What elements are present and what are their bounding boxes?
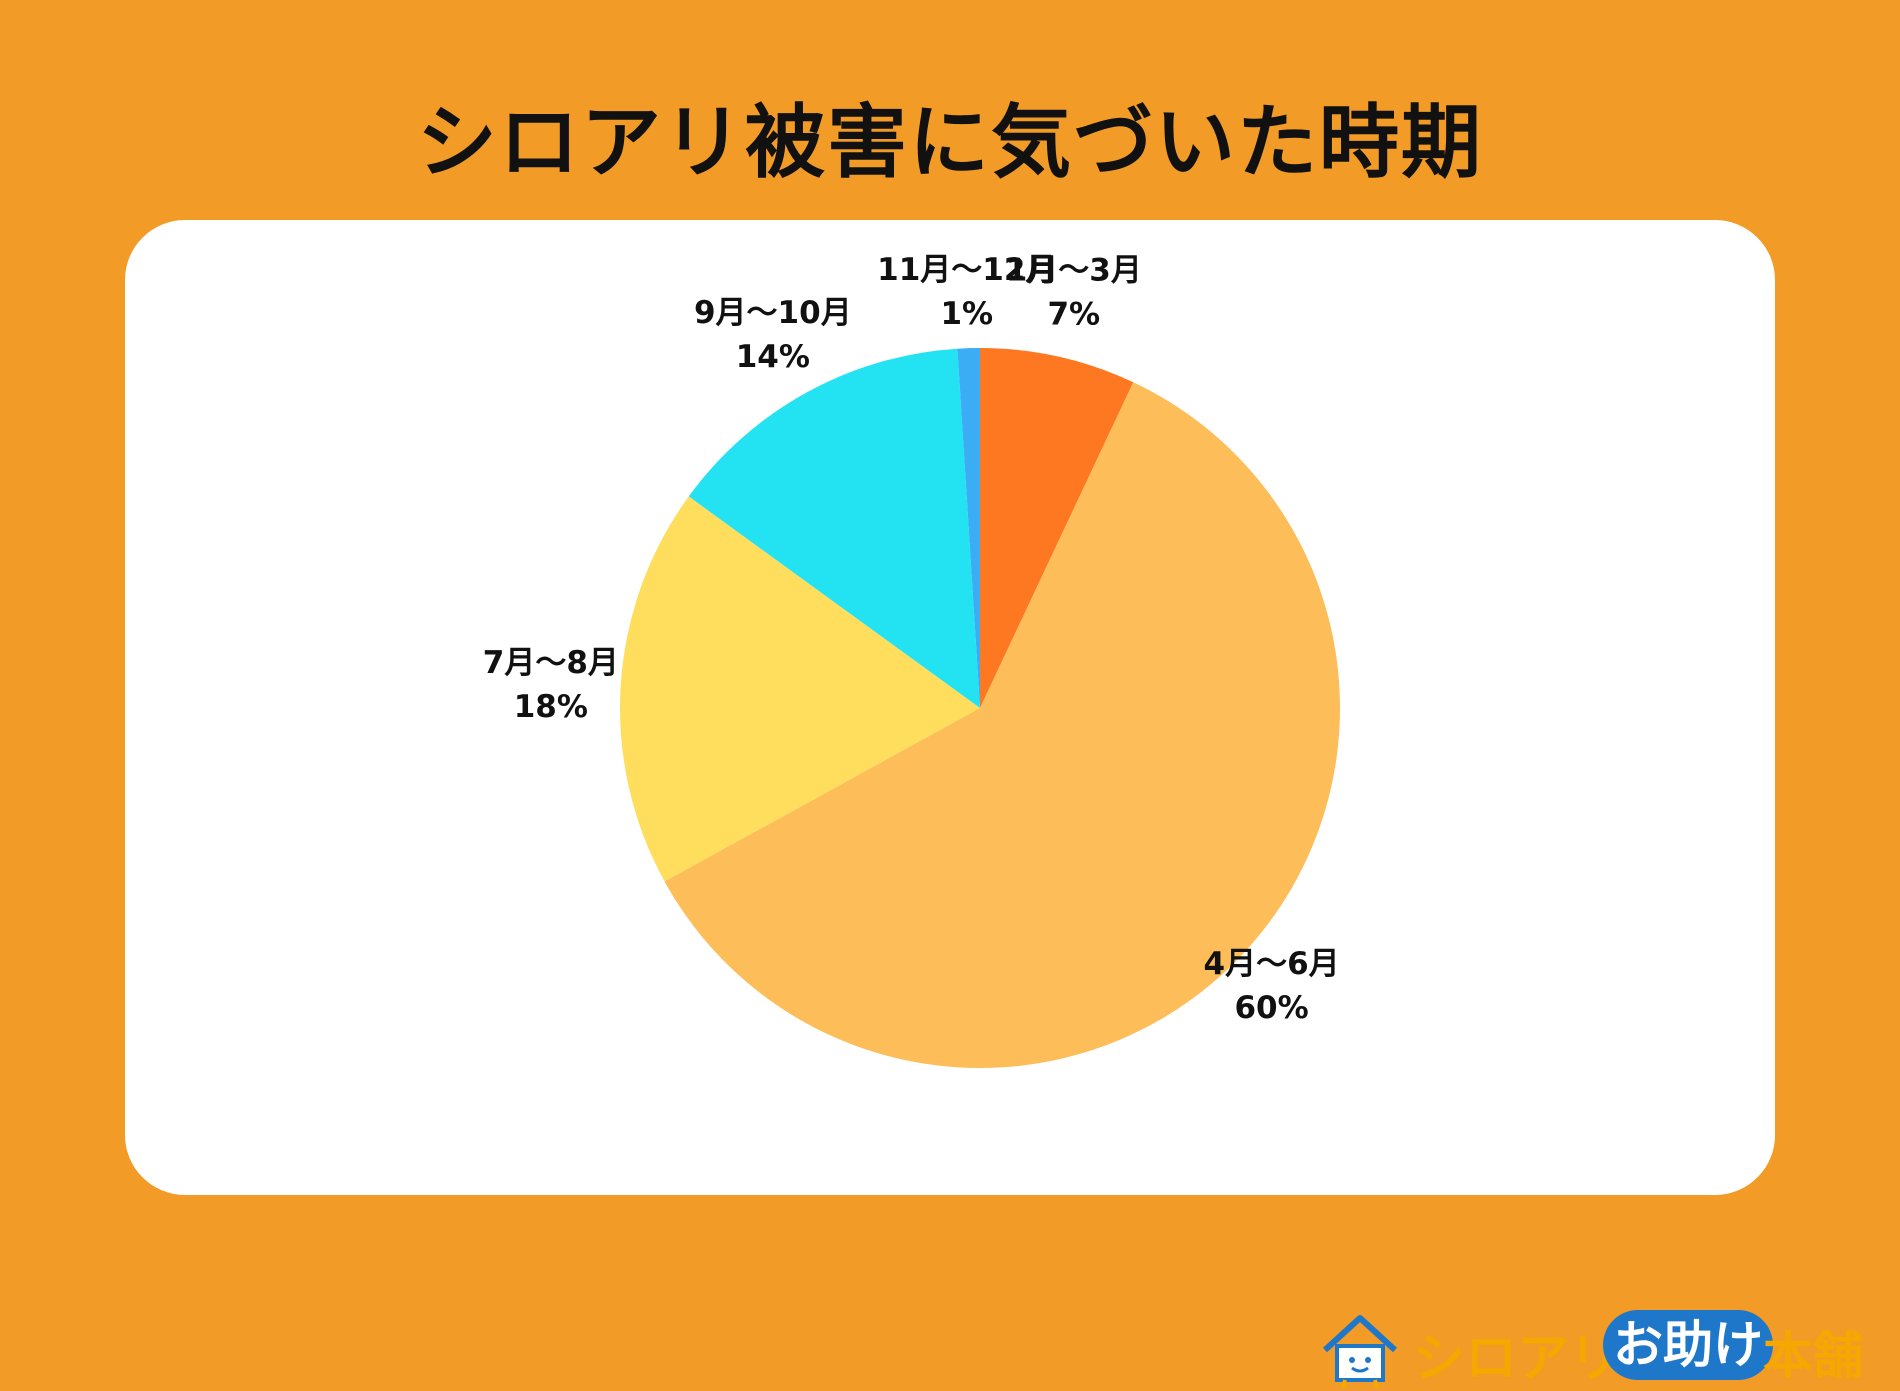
chart-card: 1月〜3月 7% 4月〜6月 60% 7月〜8月 18% 9月〜10月 14% 11月〜12月 1… xyxy=(125,220,1863,1389)
slice-value-label: 60% xyxy=(1234,990,1308,1026)
pie-slice xyxy=(620,496,980,882)
slice-label: 7月〜8月 xyxy=(483,645,619,681)
logo-brand-text: シロアリ xyxy=(1413,1329,1622,1389)
slice-value-label: 1% xyxy=(940,296,993,332)
logo-bubble: お助け xyxy=(1603,1310,1773,1380)
slice-value-label: 14% xyxy=(736,339,810,375)
slice-label: 9月〜10月 xyxy=(694,295,852,331)
logo-tail-text: 本舗 xyxy=(1763,1327,1863,1385)
pie-chart: 1月〜3月 7% 4月〜6月 60% 7月〜8月 18% 9月〜10月 14% 11月〜12月 1… xyxy=(483,252,1340,1068)
house-mascot-icon xyxy=(1322,1315,1398,1389)
page-title: シロアリ被害に気づいた時期 xyxy=(417,96,1483,189)
slice-label: 1月〜3月 xyxy=(1006,252,1142,288)
brand-logo: シロアリ お助け 本舗 xyxy=(1315,1310,1875,1390)
slice-value-label: 18% xyxy=(514,689,588,725)
slice-value-label: 7% xyxy=(1047,296,1100,332)
slice-label: 4月〜6月 xyxy=(1204,946,1340,982)
pie-slice xyxy=(688,348,980,708)
slice-label: 11月〜12月 xyxy=(877,252,1056,288)
pie-slice xyxy=(664,382,1340,1068)
pie-slice xyxy=(980,348,1134,708)
pie-slice xyxy=(957,348,980,708)
